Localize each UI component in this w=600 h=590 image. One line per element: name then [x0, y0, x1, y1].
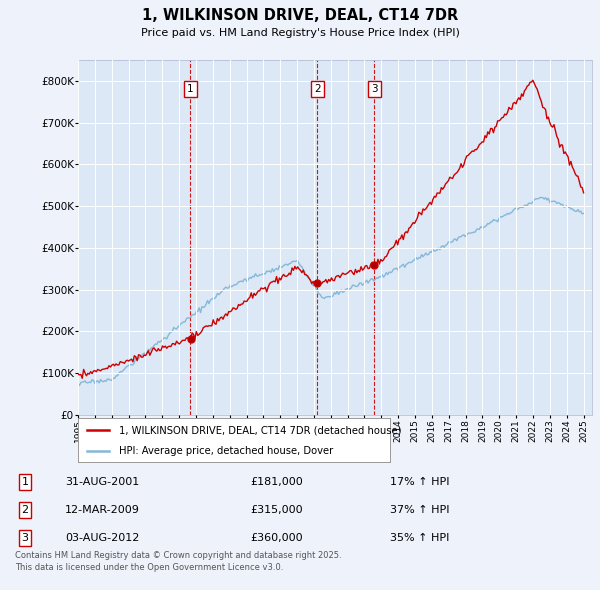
Text: Contains HM Land Registry data © Crown copyright and database right 2025.
This d: Contains HM Land Registry data © Crown c… [15, 551, 341, 572]
Text: £315,000: £315,000 [250, 505, 302, 515]
Text: 35% ↑ HPI: 35% ↑ HPI [390, 533, 449, 543]
Text: 3: 3 [22, 533, 29, 543]
Text: 03-AUG-2012: 03-AUG-2012 [65, 533, 139, 543]
Text: 2: 2 [314, 84, 320, 94]
Text: 1, WILKINSON DRIVE, DEAL, CT14 7DR: 1, WILKINSON DRIVE, DEAL, CT14 7DR [142, 8, 458, 23]
Text: Price paid vs. HM Land Registry's House Price Index (HPI): Price paid vs. HM Land Registry's House … [140, 28, 460, 38]
Text: 31-AUG-2001: 31-AUG-2001 [65, 477, 139, 487]
Text: 3: 3 [371, 84, 377, 94]
Text: 12-MAR-2009: 12-MAR-2009 [65, 505, 140, 515]
Text: 1: 1 [187, 84, 194, 94]
Text: 2: 2 [22, 505, 29, 515]
Text: HPI: Average price, detached house, Dover: HPI: Average price, detached house, Dove… [119, 446, 333, 456]
Text: 1: 1 [22, 477, 29, 487]
Text: £360,000: £360,000 [250, 533, 302, 543]
Text: 1, WILKINSON DRIVE, DEAL, CT14 7DR (detached house): 1, WILKINSON DRIVE, DEAL, CT14 7DR (deta… [119, 425, 401, 435]
Text: 17% ↑ HPI: 17% ↑ HPI [390, 477, 449, 487]
Text: 37% ↑ HPI: 37% ↑ HPI [390, 505, 449, 515]
Text: £181,000: £181,000 [250, 477, 303, 487]
